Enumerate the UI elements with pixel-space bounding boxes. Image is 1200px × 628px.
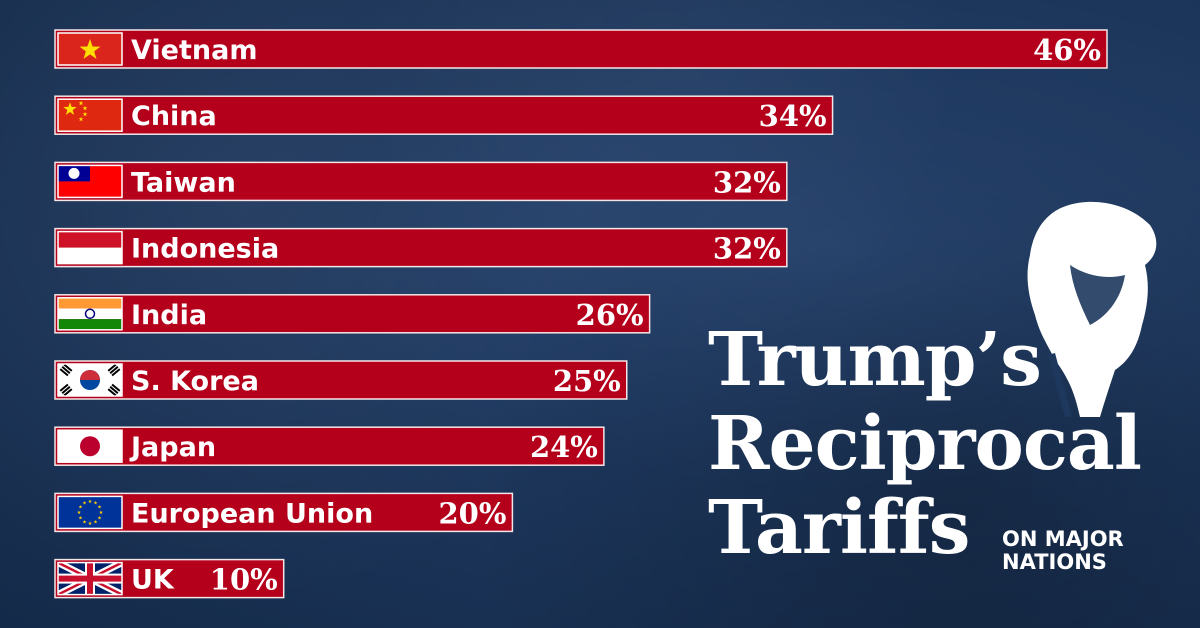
bar-value-label: 32% [713, 232, 781, 266]
bar-label: Vietnam [131, 35, 257, 66]
bar-indonesia [54, 227, 788, 268]
trump-silhouette-icon [1010, 195, 1160, 424]
taiwan-flag-icon [57, 164, 123, 199]
bar-group-2: Taiwan 32% [54, 161, 788, 202]
india-flag-icon [57, 297, 123, 331]
bar-label: S. Korea [131, 366, 259, 397]
chart-title: Trump’s Reciprocal Tariffs [708, 317, 1142, 571]
bar-label: India [131, 300, 207, 331]
bar-s-korea [54, 360, 628, 400]
japan-flag-icon [57, 429, 123, 463]
china-flag-icon [57, 98, 123, 132]
bar-value-label: 34% [759, 99, 827, 133]
bar-group-3: Indonesia 32% [54, 227, 788, 268]
chart-subtitle: ON MAJOR NATIONS [1002, 528, 1124, 574]
bar-group-7: European Union 20% [54, 492, 514, 533]
bar-value-label: 32% [713, 165, 781, 199]
bar-group-1: China 34% [54, 95, 834, 135]
bar-label: Indonesia [131, 234, 279, 265]
subtitle-line-1: ON MAJOR [1002, 527, 1124, 551]
vietnam-flag-icon [57, 32, 123, 66]
bar-value-label: 26% [576, 298, 644, 332]
bar-china [54, 95, 834, 135]
subtitle-line-2: NATIONS [1002, 550, 1107, 574]
title-line-2: Reciprocal [708, 401, 1142, 487]
bar-vietnam [54, 29, 1108, 69]
bar-japan [54, 426, 605, 466]
uk-flag-icon [57, 561, 123, 596]
bar-value-label: 20% [438, 496, 506, 530]
bar-value-label: 10% [210, 563, 278, 597]
bar-label: European Union [131, 498, 373, 529]
bar-taiwan [54, 161, 788, 202]
bar-label: Taiwan [131, 167, 236, 198]
south-korea-flag-icon [57, 363, 123, 397]
bar-group-8: UK 10% [54, 558, 285, 599]
title-line-3: Tariffs [708, 485, 970, 571]
bar-group-6: Japan 24% [54, 426, 605, 466]
bar-value-label: 25% [553, 364, 621, 398]
bar-european-union [54, 492, 514, 533]
bar-india [54, 294, 651, 334]
bar-group-5: S. Korea 25% [54, 360, 628, 400]
indonesia-flag-icon [57, 230, 123, 265]
bar-label: Japan [129, 432, 216, 463]
bar-label: China [131, 101, 217, 132]
title-line-1: Trump’s [708, 317, 1042, 403]
eu-flag-icon [57, 495, 123, 530]
bar-group-4: India 26% [54, 294, 651, 334]
bar-group-0: Vietnam 46% [54, 29, 1108, 69]
bar-value-label: 24% [530, 430, 598, 464]
bar-value-label: 46% [1033, 33, 1101, 67]
bar-label: UK [131, 565, 175, 596]
